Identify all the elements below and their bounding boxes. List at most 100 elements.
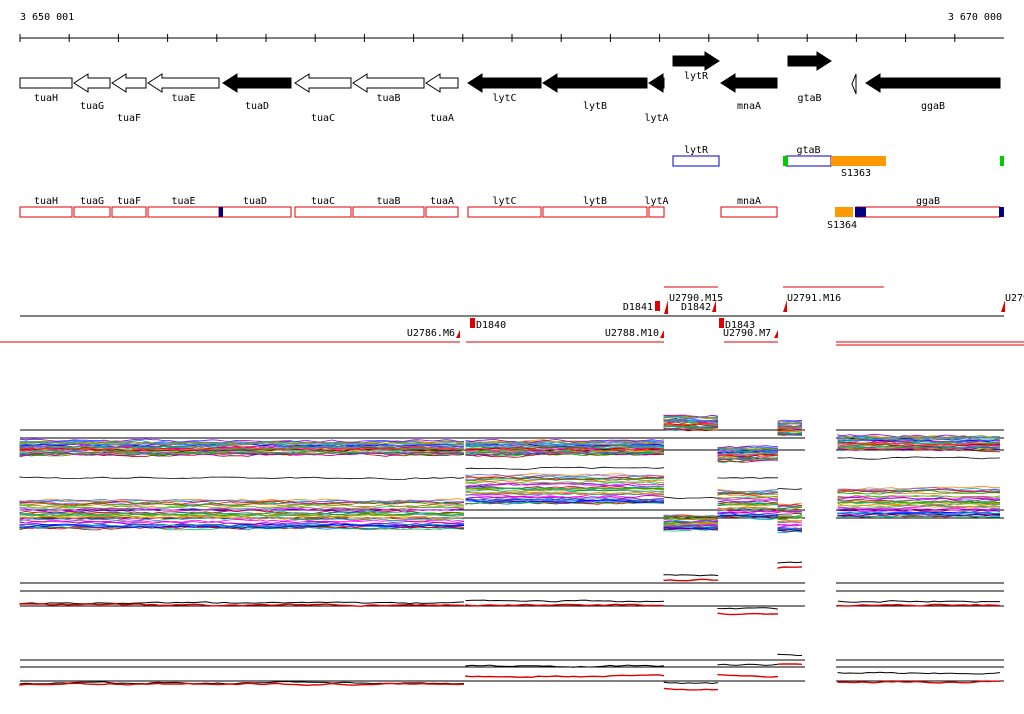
segment-label-upper: U2791.M16	[787, 293, 841, 304]
gene-track: tuaH tuaG tuaF tuaE tuaD tuaC tuaB tuaA lytC lytB…	[19, 51, 1001, 124]
gene-arrow-tuaH	[19, 77, 73, 89]
expression-trace	[19, 418, 1001, 453]
navy-marker	[855, 207, 866, 217]
transcript-box-tuaF	[111, 206, 147, 218]
gene-arrow-tuaA	[425, 73, 459, 93]
segment-label-marker: D1840	[476, 320, 506, 331]
gene-label-tuaF: tuaF	[117, 113, 141, 124]
navy-marker	[219, 207, 223, 217]
expression-profiles	[19, 414, 1004, 691]
expression-trace	[19, 426, 1001, 462]
segment-label-marker: D1843	[725, 320, 755, 331]
expression-trace	[19, 485, 1001, 524]
transcript-label-tuaA: tuaA	[430, 196, 454, 207]
expression-trace	[19, 477, 1001, 519]
annotation-label-lytR: lytR	[684, 145, 709, 156]
gene-label-lytR: lytR	[684, 71, 709, 82]
expression-trace	[19, 482, 1001, 523]
annotation-box-lytR	[672, 155, 720, 167]
transcript-label-tuaC: tuaC	[311, 196, 335, 207]
segment-start-marker	[660, 330, 664, 338]
gene-arrow-lytA	[648, 73, 665, 93]
transcript-label-mnaA: mnaA	[737, 196, 761, 207]
annotation-label-S1363: S1363	[841, 168, 871, 179]
transcript-label-lytC: lytC	[492, 196, 516, 207]
gene-label-ggaB: ggaB	[921, 101, 945, 112]
transcript-label-tuaB: tuaB	[376, 196, 400, 207]
gene-arrow-tuaF	[111, 73, 147, 93]
segment-label-lower: U2790.M7	[723, 328, 771, 339]
gene-label-tuaE: tuaE	[171, 93, 195, 104]
gene-label-lytC: lytC	[492, 93, 516, 104]
gene-arrow-lytC	[467, 73, 542, 93]
segment-label-lower: U2788.M10	[605, 328, 659, 339]
gene-arrow-lytB	[542, 73, 648, 93]
gene-arrow-tuaB	[352, 73, 425, 93]
gene-label-tuaC: tuaC	[311, 113, 335, 124]
transcript-label-lytB: lytB	[583, 196, 607, 207]
transcript-box-lytA	[648, 206, 665, 218]
transcript-box-tuaC	[294, 206, 352, 218]
transcript-label-tuaH: tuaH	[34, 196, 58, 207]
segment-label-marker: D1841	[623, 302, 653, 313]
annotation-label-gtaB: gtaB	[796, 145, 820, 156]
gene-label-tuaB: tuaB	[376, 93, 400, 104]
marker-block	[719, 318, 724, 328]
transcript-box-tuaE	[147, 206, 220, 218]
gene-arrow-lytR	[672, 51, 720, 71]
transcript-box-tuaG	[73, 206, 111, 218]
transcript-label-tuaF: tuaF	[117, 196, 141, 207]
transcript-box-tuaB	[352, 206, 425, 218]
gene-label-tuaA: tuaA	[430, 113, 454, 124]
transcript-box-lytB	[542, 206, 648, 218]
gene-label-tuaG: tuaG	[80, 101, 104, 112]
segment-start-marker	[1001, 300, 1005, 312]
gene-arrow-tuaD	[222, 73, 292, 93]
expression-trace	[19, 499, 1001, 532]
gene-arrow-tuaG	[73, 73, 111, 93]
gene-arrow-tuaC	[294, 73, 352, 93]
segment-label-upper: U279	[1005, 293, 1024, 304]
expression-trace	[19, 561, 1000, 610]
transcript-box-mnaA	[720, 206, 778, 218]
expression-trace	[19, 495, 1000, 528]
transcript-label-ggaB: ggaB	[916, 196, 940, 207]
annotation-track: lytR gtaB S1363	[672, 145, 1004, 179]
expression-trace	[19, 425, 1001, 461]
orange-feature	[835, 207, 853, 217]
expression-trace	[19, 421, 1001, 455]
expression-trace	[19, 663, 1001, 691]
gene-label-mnaA: mnaA	[737, 101, 761, 112]
expression-trace	[19, 423, 1001, 458]
transcript-box-tuaD	[218, 206, 292, 218]
expression-trace	[19, 423, 1001, 457]
position-ruler	[19, 34, 1004, 42]
segment-start-marker	[456, 330, 460, 338]
orange-feature	[831, 156, 886, 166]
transcript-box-lytC	[467, 206, 542, 218]
transcript-label-tuaE: tuaE	[171, 196, 195, 207]
expression-trace	[19, 497, 1001, 531]
green-marker	[783, 156, 788, 166]
marker-block	[470, 318, 475, 328]
transcript-label-S1364: S1364	[827, 220, 857, 231]
segment-start-marker	[664, 300, 668, 314]
green-marker	[1000, 156, 1004, 166]
expression-trace	[19, 653, 1001, 685]
annotation-box-gtaB	[785, 155, 832, 167]
coordinate-end: 3 670 000	[947, 12, 1002, 23]
transcript-label-tuaD: tuaD	[243, 196, 267, 207]
gene-label-tuaH: tuaH	[34, 93, 58, 104]
transcript-track: tuaH tuaG tuaF tuaE tuaD tuaC tuaB tuaA lytC lytB…	[19, 196, 1004, 231]
gene-arrow-ggaB	[865, 73, 1001, 93]
segment-start-marker	[783, 300, 787, 312]
expression-trace	[19, 414, 1001, 449]
transcript-box-tuaH	[19, 206, 73, 218]
transcript-label-lytA: lytA	[644, 196, 668, 207]
expression-trace	[19, 473, 1000, 518]
coordinate-start: 3 650 001	[20, 12, 75, 23]
segment-label-lower: U2786.M6	[407, 328, 455, 339]
gene-label-lytA: lytA	[644, 113, 668, 124]
gene-label-gtaB: gtaB	[797, 93, 821, 104]
